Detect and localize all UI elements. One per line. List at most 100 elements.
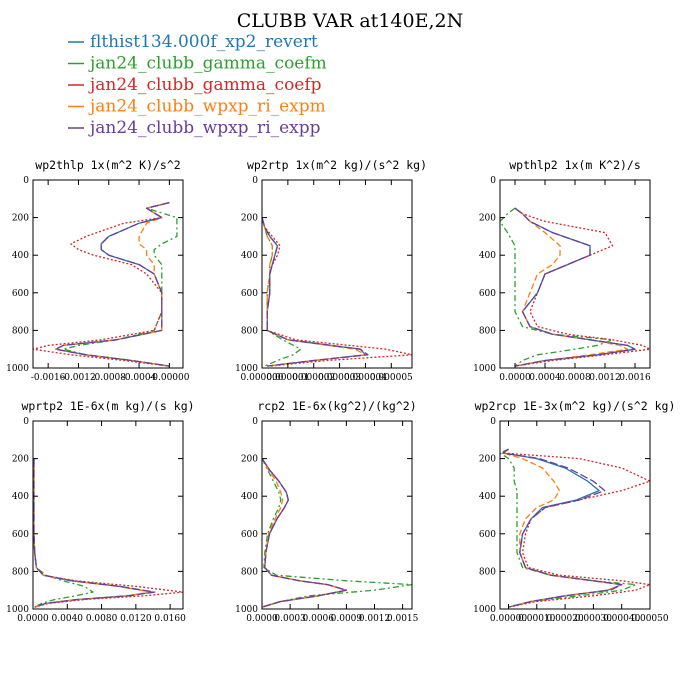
x-tick-label: 0.0000: [17, 614, 49, 624]
series-line: [55, 201, 170, 367]
x-tick-label: 0.0120: [120, 614, 152, 624]
series-line: [262, 458, 348, 608]
y-tick-label: 0: [23, 417, 29, 427]
y-tick-label: 400: [241, 492, 258, 502]
legend-entry: jan24_clubb_wpxp_ri_expp: [68, 118, 321, 138]
y-tick-label: 200: [479, 455, 496, 465]
x-tick-label: 0.0012: [359, 614, 391, 624]
x-tick-label: -0.0016: [31, 373, 66, 383]
y-tick-label: 400: [12, 492, 29, 502]
panel-3: wpthlp2 1x(m K^2)/s020040060080010000.00…: [473, 158, 651, 383]
x-tick-label: 0.0080: [86, 614, 118, 624]
legend-label: flthist134.000f_xp2_revert: [90, 32, 318, 52]
series-group: [262, 217, 412, 367]
series-line: [33, 458, 94, 608]
x-tick-label: -0.00000: [149, 373, 190, 383]
x-tick-label: 0.0004: [529, 373, 561, 383]
legend-label: jan24_clubb_gamma_coefp: [88, 75, 322, 95]
plot-frame: [32, 179, 184, 369]
y-tick-label: 1000: [473, 605, 496, 615]
series-line: [500, 207, 614, 367]
y-tick-label: 400: [241, 251, 258, 261]
legend-label: jan24_clubb_wpxp_ri_expp: [88, 118, 321, 138]
y-tick-label: 200: [241, 455, 258, 465]
panel-title: rcp2 1E-6x(kg^2)/(kg^2): [257, 399, 416, 413]
legend-entry: jan24_clubb_wpxp_ri_expm: [68, 97, 326, 117]
x-tick-label: 0.00000: [490, 614, 527, 624]
legend-label: jan24_clubb_gamma_coefm: [88, 54, 327, 74]
series-line: [262, 458, 348, 608]
series-line: [33, 458, 152, 608]
y-tick-label: 0: [490, 176, 496, 186]
series-group: [262, 458, 412, 608]
y-tick-label: 200: [241, 214, 258, 224]
y-tick-label: 1000: [473, 364, 496, 374]
y-tick-label: 0: [490, 417, 496, 427]
series-line: [262, 217, 412, 367]
legend: flthist134.000f_xp2_revertjan24_clubb_ga…: [68, 32, 327, 138]
series-line: [62, 201, 178, 367]
series-line: [514, 207, 636, 367]
series-group: [33, 201, 178, 367]
y-tick-label: 200: [12, 214, 29, 224]
panel-title: wpthlp2 1x(m K^2)/s: [509, 158, 641, 172]
y-tick-label: 200: [12, 455, 29, 465]
x-tick-label: -0.0004: [122, 373, 157, 383]
series-group: [500, 448, 650, 608]
series-line: [502, 448, 623, 608]
panel-grid: wp2thlp 1x(m^2 K)/s^2 0 200 400 600 800 1000 -0…: [6, 158, 675, 624]
x-tick-label: 0.0016: [619, 373, 651, 383]
y-tick-label: 1000: [235, 364, 258, 374]
x-tick-label: 0.0000: [246, 614, 278, 624]
series-line: [262, 217, 369, 367]
y-tick-label: 0: [252, 176, 258, 186]
y-tick-label: 400: [12, 251, 29, 261]
series-line: [33, 458, 154, 608]
y-tick-label: 800: [241, 567, 258, 577]
y-tick-label: 400: [479, 492, 496, 502]
panel-6: wp2rcp 1E-3x(m^2 kg)/(s^2 kg) 0 200 400 600 8…: [473, 399, 675, 624]
x-tick-label: 0.0006: [303, 614, 335, 624]
series-line: [502, 448, 623, 608]
panel-2: wp2rtp 1x(m^2 kg)/(s^2 kg) 0 200 400 600 800 1…: [235, 158, 427, 383]
series-line: [502, 448, 650, 608]
y-tick-label: 800: [12, 326, 29, 336]
x-tick-label: 0.0000: [499, 373, 531, 383]
x-tick-label: 0.000002: [292, 373, 335, 383]
x-tick-label: 0.00020: [546, 614, 583, 624]
x-tick-label: 0.000005: [370, 373, 413, 383]
x-tick-label: 0.0009: [331, 614, 363, 624]
y-tick-label: 1000: [235, 605, 258, 615]
y-tick-label: 600: [241, 289, 258, 299]
legend-entry: jan24_clubb_gamma_coefm: [68, 54, 327, 74]
legend-entry: flthist134.000f_xp2_revert: [68, 32, 318, 52]
legend-entry: jan24_clubb_gamma_coefp: [68, 75, 322, 95]
x-tick-label: 0.0015: [387, 614, 419, 624]
x-tick-label: 0.000001: [266, 373, 309, 383]
series-line: [514, 207, 650, 367]
y-tick-label: 0: [23, 176, 29, 186]
series-line: [262, 217, 367, 367]
y-tick-label: 800: [12, 567, 29, 577]
series-line: [262, 458, 348, 608]
x-tick-label: 0.000004: [344, 373, 387, 383]
x-tick-label: 0.000003: [318, 373, 361, 383]
x-tick-label: -0.0012: [61, 373, 96, 383]
series-line: [262, 458, 348, 608]
y-tick-label: 800: [479, 326, 496, 336]
panel-1: wp2thlp 1x(m^2 K)/s^202004006008001000-0…: [6, 158, 190, 383]
panel-title: wp2thlp 1x(m^2 K)/s^2: [35, 158, 180, 172]
series-line: [514, 207, 629, 367]
plot-frame: [32, 420, 184, 610]
y-tick-label: 800: [241, 326, 258, 336]
panel-5: rcp2 1E-6x(kg^2)/(kg^2) 0 200 400 600 800 1000…: [235, 399, 419, 624]
panel-title: wp2rtp 1x(m^2 kg)/(s^2 kg): [247, 158, 427, 172]
y-tick-label: 600: [12, 289, 29, 299]
x-tick-label: 0.0012: [589, 373, 621, 383]
plot-frame: [499, 179, 651, 369]
x-tick-label: 0.00030: [575, 614, 612, 624]
x-tick-label: 0.00010: [518, 614, 555, 624]
panel-4: wprtp2 1E-6x(m kg)/(s kg) 0 200 400 600 800 10…: [6, 399, 194, 624]
series-group: [33, 458, 183, 608]
